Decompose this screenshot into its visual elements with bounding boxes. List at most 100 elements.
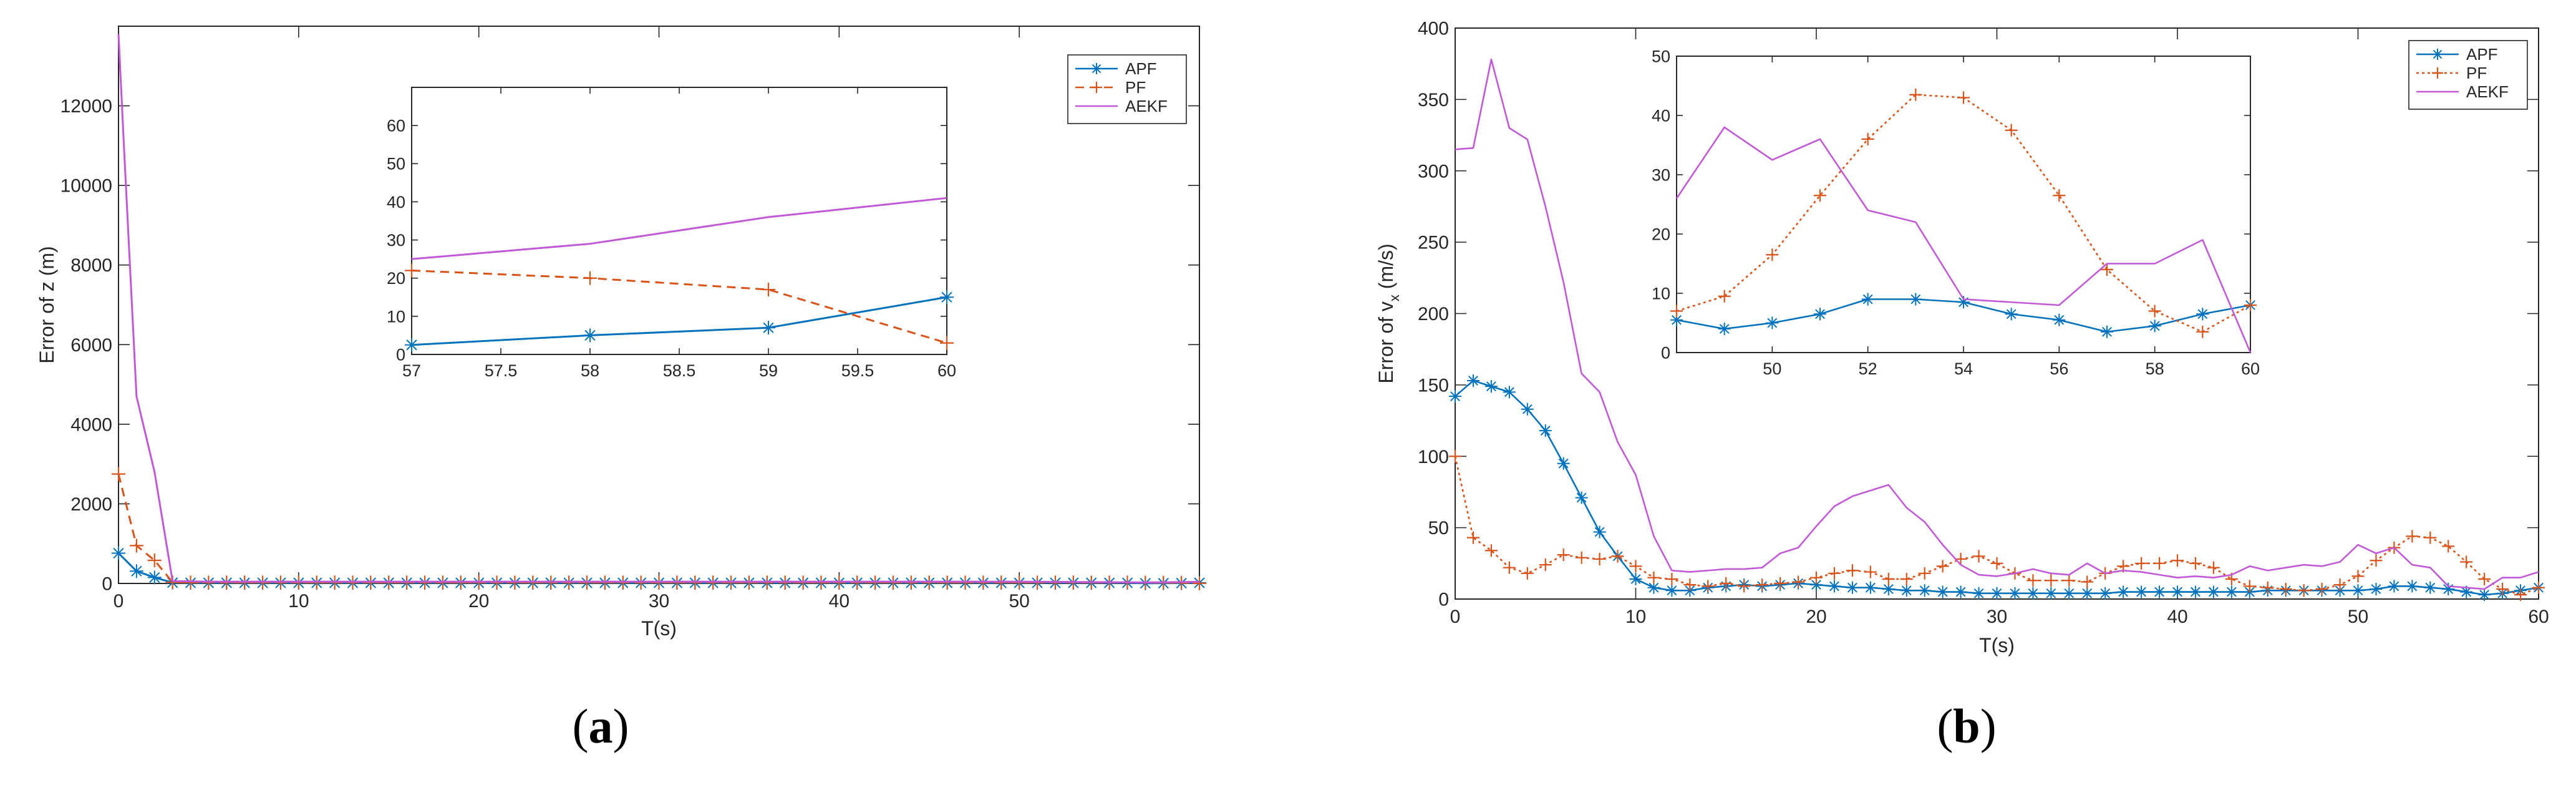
- a-ytick-label-4: 8000: [70, 255, 112, 276]
- b-series-apf-point-55: [2442, 582, 2455, 595]
- a-ytick-label-0: 0: [102, 574, 112, 595]
- b-series-apf-point-10: [1629, 572, 1642, 585]
- b-series-pf-point-9: [1611, 550, 1624, 563]
- b-series-pf-point-53: [2406, 530, 2419, 543]
- b-series-apf-point-38: [2135, 585, 2148, 598]
- b-series-pf-point-16: [1738, 580, 1751, 593]
- b-series-apf-point-33: [2045, 587, 2058, 600]
- b-inset-ytick-label-1: 10: [1652, 284, 1670, 303]
- a-inset-ytick-label-3: 30: [387, 231, 405, 250]
- b-inset-series-aekf-line: [1675, 126, 2252, 353]
- b-inset-series-apf-point-5: [1909, 293, 1922, 306]
- b-series-apf-point-42: [2207, 585, 2220, 598]
- b-inset-series-apf-point-2: [1766, 316, 1779, 329]
- b-xlabel: T(s): [1979, 634, 2015, 656]
- b-series-pf-point-51: [2370, 554, 2383, 567]
- b-inset: 50 52 54 56 58 60 0 10 20 30 40 50: [1652, 47, 2260, 378]
- b-series-pf-point-47: [2297, 584, 2310, 597]
- b-series-pf-point-20: [1810, 571, 1823, 584]
- a-series-pf-point-0: [112, 467, 125, 481]
- b-series-pf-point-42: [2207, 561, 2220, 574]
- b-ytick-label-3: 150: [1418, 375, 1449, 396]
- b-series-pf-point-35: [2081, 575, 2094, 588]
- b-inset-xtick-label-3: 56: [2050, 359, 2068, 378]
- panel-label-b: (b): [1937, 699, 1996, 753]
- b-inset-ytick-label-3: 30: [1652, 165, 1670, 184]
- a-legend-label-pf: PF: [1125, 78, 1146, 97]
- b-series-pf-point-0: [1449, 450, 1461, 463]
- b-legend-label-pf: PF: [2466, 64, 2487, 82]
- b-series-pf-point-5: [1539, 558, 1552, 572]
- panel-letter-a: a: [589, 699, 613, 753]
- b-series-pf-point-21: [1828, 567, 1841, 580]
- b-xtick-label-3: 30: [1987, 607, 2007, 627]
- b-series-pf-point-11: [1647, 571, 1660, 584]
- b-ytick-label-4: 200: [1418, 304, 1449, 324]
- a-inset-series-pf-point-0: [405, 263, 419, 278]
- a-inset: 57 57.5 58 58.5 59 59.5 60 0 10 20 30 40 50 60: [387, 87, 956, 380]
- b-inset-series-pf-point-1: [1718, 290, 1731, 303]
- b-ylabel: Error of vx (m/s): [1375, 243, 1402, 383]
- b-inset-series-apf-point-0: [1670, 313, 1683, 326]
- a-ytick-label-5: 10000: [61, 176, 112, 197]
- b-series-pf-point-39: [2153, 557, 2166, 570]
- a-inset-ytick-label-2: 20: [387, 269, 405, 288]
- b-inset-series-pf-point-0: [1670, 305, 1683, 318]
- a-legend-box: [1067, 54, 1187, 124]
- a-legend-marker-pf: [1091, 82, 1102, 93]
- b-inset-xtick-label-4: 58: [2146, 359, 2164, 378]
- b-inset-xtick-label-1: 52: [1859, 359, 1877, 378]
- b-inset-xtick-label-5: 60: [2241, 359, 2260, 378]
- b-series-apf-point-34: [2063, 587, 2076, 600]
- a-ytick-label-3: 6000: [70, 335, 112, 356]
- b-ytick-label-7: 350: [1418, 90, 1449, 110]
- b-inset-ytick-label-4: 40: [1652, 106, 1670, 125]
- b-series-apf-point-36: [2099, 587, 2112, 600]
- b-xtick-label-5: 50: [2348, 607, 2368, 627]
- b-series-pf-point-18: [1774, 577, 1787, 590]
- b-series-pf-point-14: [1702, 580, 1715, 593]
- b-series-apf-point-35: [2081, 587, 2094, 600]
- b-series-apf-point-52: [2388, 580, 2401, 593]
- b-series-pf-point-23: [1864, 565, 1877, 578]
- b-series-apf-point-21: [1828, 580, 1841, 593]
- b-series-pf-point-50: [2351, 570, 2365, 583]
- b-series-apf-point-30: [1990, 587, 2003, 600]
- b-legend-marker-apf: [2432, 49, 2443, 60]
- a-inset-series-apf-point-3: [940, 290, 954, 305]
- b-series-pf-point-54: [2424, 531, 2437, 544]
- a-series-pf-point-2: [147, 553, 162, 568]
- b-series-pf-point-1: [1466, 531, 1479, 544]
- b-series-pf-point-44: [2243, 580, 2256, 593]
- b-series-pf-point-8: [1593, 552, 1606, 565]
- a-ytick-label-2: 4000: [70, 414, 112, 435]
- chart-panel-a: 0 10 20 30 40 50 0 2000 4000 6000 8000 10000 12000 T(…: [36, 26, 1206, 640]
- b-series-pf-point-27: [1936, 560, 1949, 573]
- a-series-pf-point-60: [1193, 576, 1206, 590]
- b-inset-series-apf-point-10: [2148, 319, 2161, 333]
- a-series-pf-point-4: [183, 575, 198, 590]
- b-xtick-label-6: 60: [2528, 607, 2549, 627]
- a-series-pf-point-1: [129, 539, 143, 553]
- b-inset-ytick-label-0: 0: [1661, 343, 1670, 362]
- b-inset-series-apf-point-1: [1718, 323, 1731, 335]
- a-inset-xtick-label-0: 57: [402, 361, 421, 380]
- a-xtick-label-3: 30: [649, 591, 669, 612]
- a-inset-series-apf-point-2: [762, 321, 775, 335]
- b-series-pf-point-26: [1918, 567, 1931, 580]
- b-series-pf-point-46: [2279, 582, 2292, 595]
- a-inset-series-pf-line: [411, 269, 947, 344]
- b-series-pf-point-7: [1575, 551, 1588, 564]
- b-series-apf-point-7: [1575, 491, 1588, 504]
- a-inset-ytick-label-4: 40: [387, 193, 405, 212]
- b-series-apf-point-57: [2478, 588, 2491, 602]
- a-inset-ytick-label-1: 10: [387, 307, 405, 326]
- b-series-apf-point-53: [2406, 580, 2419, 593]
- b-ylabel-unit: (m/s): [1375, 243, 1397, 295]
- b-series-pf-point-49: [2333, 578, 2346, 592]
- a-xtick-label-2: 20: [468, 591, 489, 612]
- a-xtick-label-1: 10: [288, 591, 309, 612]
- b-series-apf-point-29: [1972, 587, 1985, 600]
- b-inset-series-pf-point-9: [2101, 263, 2113, 276]
- panel-label-a: (a): [573, 699, 629, 753]
